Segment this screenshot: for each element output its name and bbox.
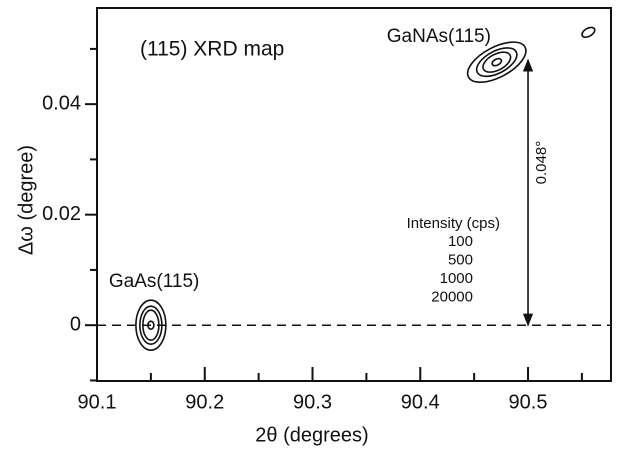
x-tick-label: 90.3 bbox=[293, 391, 332, 413]
contour bbox=[581, 26, 596, 39]
x-tick-label: 90.4 bbox=[401, 391, 440, 413]
contour bbox=[147, 320, 155, 330]
contour bbox=[491, 57, 503, 67]
y-axis-label: Δω (degree) bbox=[15, 145, 37, 255]
peak-label: GaAs(115) bbox=[109, 271, 199, 292]
contour bbox=[466, 41, 527, 83]
x-tick-label: 90.5 bbox=[509, 391, 548, 413]
x-axis-label: 2θ (degrees) bbox=[255, 424, 368, 446]
contour bbox=[142, 309, 160, 341]
legend-level: 20000 bbox=[431, 288, 473, 305]
y-tick-label: 0.04 bbox=[42, 92, 81, 114]
y-tick-label: 0.02 bbox=[42, 203, 81, 225]
contour bbox=[482, 51, 512, 73]
legend-level: 500 bbox=[448, 251, 473, 268]
contour bbox=[139, 305, 163, 345]
chart-title: (115) XRD map bbox=[140, 38, 284, 61]
contour bbox=[135, 299, 167, 351]
annotation-label: 0.048° bbox=[533, 141, 550, 185]
legend-title: Intensity (cps) bbox=[407, 215, 500, 232]
x-tick-label: 90.2 bbox=[185, 391, 224, 413]
y-tick-label: 0 bbox=[70, 313, 81, 335]
contour bbox=[475, 47, 518, 78]
plot-frame bbox=[96, 7, 612, 382]
legend-level: 100 bbox=[448, 233, 473, 250]
legend-level: 1000 bbox=[440, 270, 473, 287]
peak-label: GaNAs(115) bbox=[387, 26, 491, 47]
x-tick-label: 90.1 bbox=[78, 391, 117, 413]
